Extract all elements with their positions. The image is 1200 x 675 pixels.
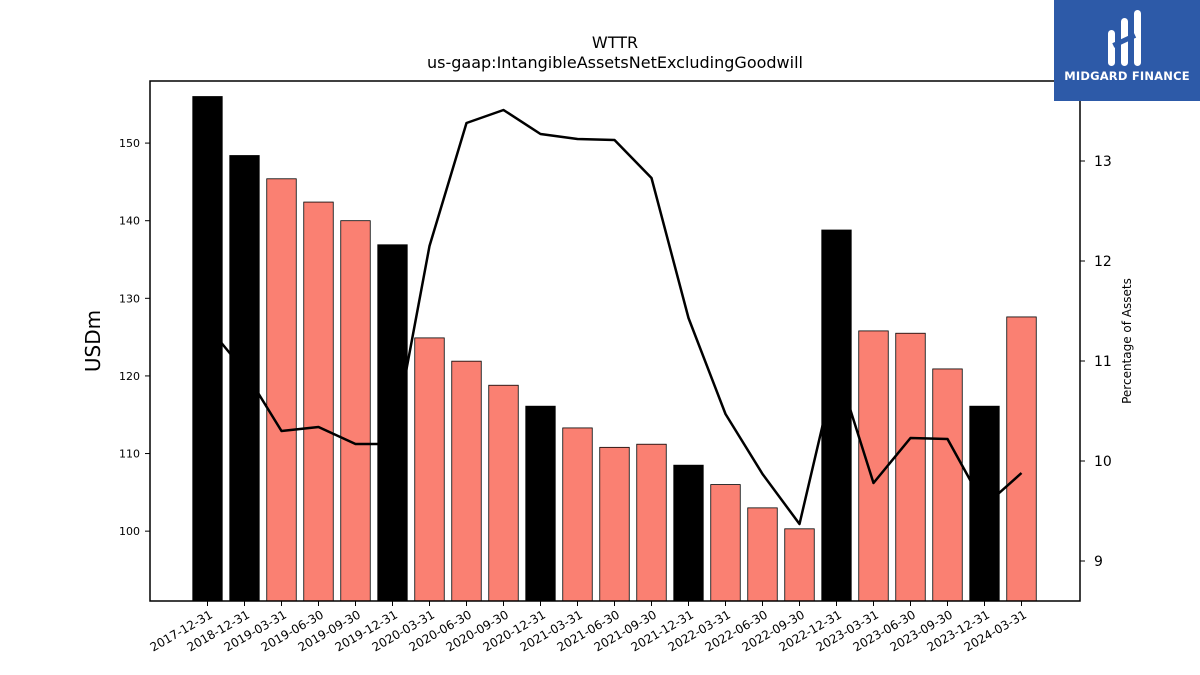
y-tick-label-120: 120 (119, 370, 140, 383)
chart-title: WTTR (592, 33, 638, 52)
y-tick-label-110: 110 (119, 448, 140, 461)
y2-tick-label-10: 10 (1094, 454, 1112, 470)
y2-tick-label-9: 9 (1094, 554, 1103, 570)
bar-2020-12-31 (525, 405, 556, 602)
bar-2023-06-30 (895, 332, 926, 602)
line-series (206, 108, 1023, 526)
bar-2023-09-30 (932, 368, 963, 602)
y2-tick-label-12: 12 (1094, 254, 1112, 270)
bar-2020-09-30 (488, 384, 519, 602)
logo-text: MIDGARD FINANCE (1064, 69, 1190, 83)
bar-2017-12-31 (192, 96, 223, 602)
bar-2022-06-30 (747, 507, 778, 602)
y-tick-label-130: 130 (119, 292, 140, 305)
logo-mark-icon (1108, 10, 1141, 66)
y2-tick-label-11: 11 (1094, 354, 1112, 370)
bar-2018-12-31 (229, 155, 260, 602)
percentage-line (206, 108, 1023, 526)
bar-2020-03-31 (414, 337, 445, 602)
bar-series (192, 96, 1037, 602)
bar-2024-03-31 (1006, 316, 1037, 602)
y-tick-label-150: 150 (119, 137, 140, 150)
bar-2021-06-30 (599, 446, 630, 602)
y2-tick-label-13: 13 (1094, 154, 1112, 170)
bar-2022-12-31 (821, 229, 852, 602)
bar-2022-09-30 (784, 528, 815, 602)
bar-2021-12-31 (673, 464, 704, 602)
y-axis-label-left: USDm (81, 310, 105, 372)
bar-2022-03-31 (710, 484, 741, 602)
left-axis: 100 110 120 130 140 150 (119, 137, 150, 538)
y-axis-label-right: Percentage of Assets (1120, 278, 1134, 404)
bar-2020-06-30 (451, 360, 482, 602)
bar-2019-03-31 (266, 178, 297, 602)
y-tick-label-100: 100 (119, 525, 140, 538)
bar-2021-09-30 (636, 443, 667, 602)
bar-2019-06-30 (303, 201, 334, 602)
right-axis: 9 10 11 12 13 (1080, 154, 1112, 570)
chart-subtitle: us-gaap:IntangibleAssetsNetExcludingGood… (427, 53, 803, 72)
bar-2021-03-31 (562, 427, 593, 602)
y-tick-label-140: 140 (119, 215, 140, 228)
bar-2019-12-31 (377, 244, 408, 602)
midgard-finance-logo: MIDGARD FINANCE (1054, 0, 1200, 101)
x-axis: 2017-12-312018-12-312019-03-312019-06-30… (148, 601, 1029, 654)
bar-2019-09-30 (340, 220, 371, 602)
bar-2023-03-31 (858, 330, 889, 602)
